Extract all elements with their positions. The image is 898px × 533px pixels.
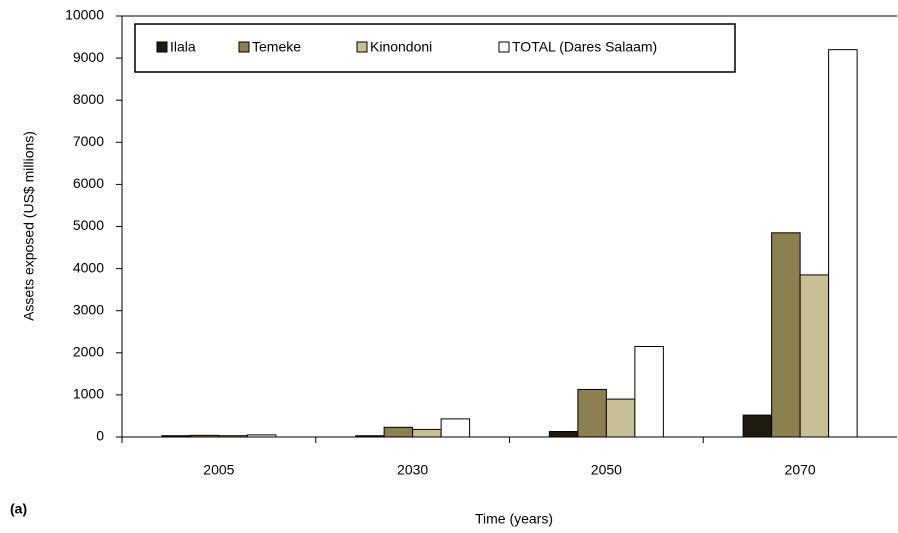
legend-label: Ilala: [170, 39, 196, 55]
bar: [799, 274, 830, 438]
y-tick-label: 5000: [73, 217, 104, 233]
legend-swatch: [238, 41, 250, 53]
y-tick-label: 3000: [73, 301, 104, 317]
y-tick-label: 6000: [73, 175, 104, 191]
bar: [548, 431, 579, 438]
y-axis-label: Assets exposed (US$ millions): [21, 131, 37, 321]
x-tick-label: 2030: [397, 462, 428, 478]
x-axis-label: Time (years): [475, 511, 553, 527]
annotation: (a): [10, 501, 27, 517]
bar: [828, 49, 858, 438]
bar: [440, 418, 471, 438]
legend-swatch: [156, 41, 168, 53]
bar: [605, 398, 636, 438]
y-tick-label: 4000: [73, 259, 104, 275]
legend-label: TOTAL (Dares Salaam): [512, 39, 657, 55]
y-tick-label: 0: [96, 428, 104, 444]
bar: [383, 426, 414, 438]
y-tick-label: 7000: [73, 133, 104, 149]
x-tick-label: 2005: [203, 462, 234, 478]
y-tick-label: 2000: [73, 344, 104, 360]
bar: [412, 428, 442, 438]
legend-swatch: [498, 41, 510, 53]
y-tick-label: 9000: [73, 49, 104, 65]
y-tick-label: 1000: [73, 386, 104, 402]
x-tick-label: 2050: [591, 462, 622, 478]
bar: [771, 232, 801, 438]
legend-label: Temeke: [252, 39, 301, 55]
x-tick-label: 2070: [785, 462, 816, 478]
legend-swatch: [356, 41, 368, 53]
bar: [634, 345, 664, 438]
bar: [577, 388, 607, 438]
y-tick-label: 10000: [65, 7, 104, 23]
legend-label: Kinondoni: [370, 39, 432, 55]
legend-box: [134, 23, 736, 73]
bar: [742, 414, 773, 438]
y-tick-label: 8000: [73, 91, 104, 107]
